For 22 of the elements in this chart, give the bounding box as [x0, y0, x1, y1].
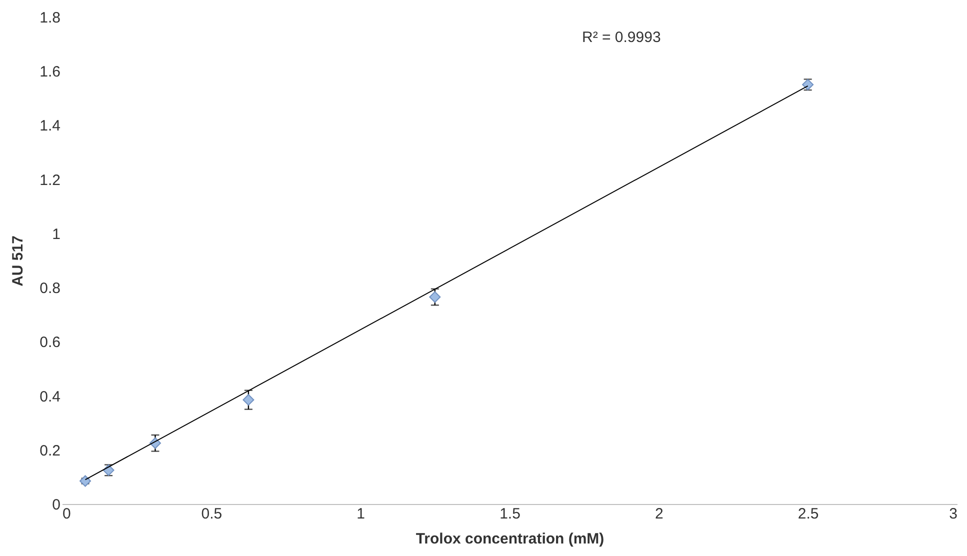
x-tick-label: 3 [949, 506, 958, 522]
y-tick-label: 0.8 [40, 280, 60, 298]
x-tick-label: 1.5 [500, 506, 520, 522]
y-tick-label: 0.6 [40, 334, 60, 352]
y-tick-label: 1 [52, 226, 60, 243]
x-tick-label: 2 [654, 506, 664, 522]
y-tick-label: 1.2 [40, 172, 60, 189]
y-tick-label: 1.4 [40, 118, 60, 135]
x-tick-label: 2.5 [798, 506, 819, 522]
x-tick-label: 0 [62, 506, 71, 522]
y-tick-label: 0.2 [40, 442, 60, 460]
y-tick-label: 1.6 [40, 64, 60, 81]
x-tick-label: 0.5 [201, 506, 222, 522]
y-axis-title: AU 517 [10, 236, 27, 286]
x-tick-label: 1 [356, 506, 366, 522]
point [429, 291, 441, 303]
point [80, 475, 92, 487]
annotation: R² = 0.9993 [582, 29, 661, 46]
x-axis-title: Trolox concentration (mM) [416, 530, 604, 548]
y-tick-label: 1.8 [40, 10, 60, 26]
point [242, 394, 254, 406]
y-tick-label: 0.4 [40, 388, 60, 406]
